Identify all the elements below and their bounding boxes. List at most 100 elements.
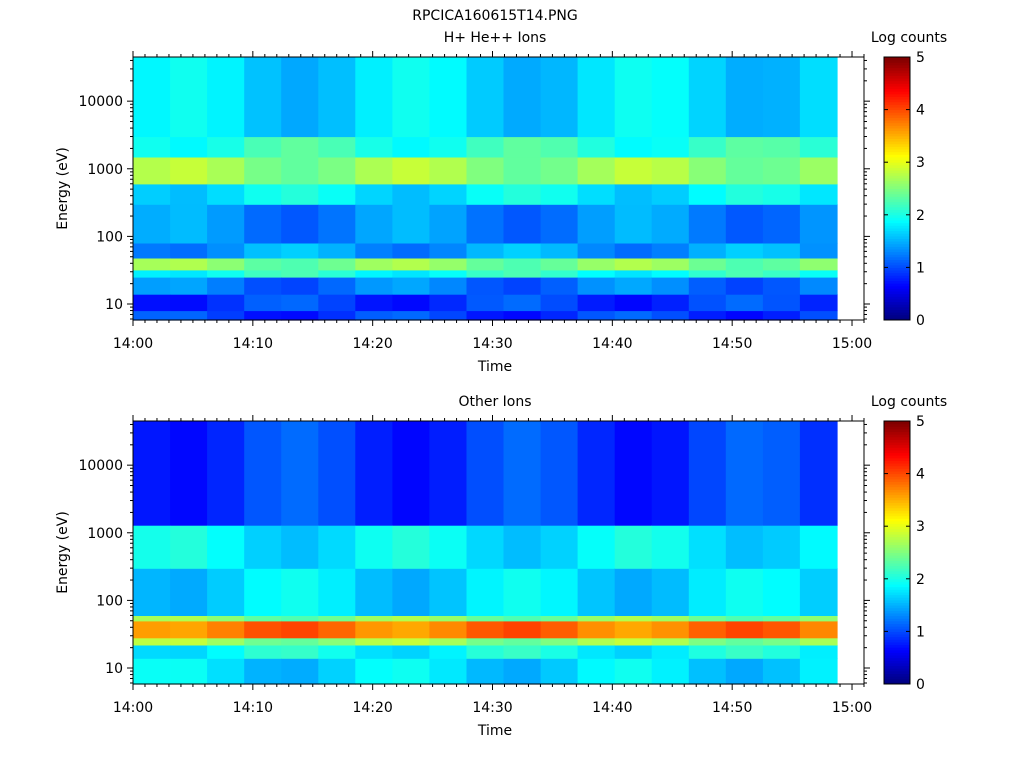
heatmap-cell [503, 615, 542, 622]
heatmap-cell [688, 242, 727, 259]
heatmap-cell [503, 421, 542, 526]
colorbar-swatch [884, 225, 910, 229]
y-axis-label: Energy (eV) [55, 511, 71, 594]
heatmap-cell [614, 310, 653, 321]
colorbar-swatch [884, 267, 910, 271]
colorbar-swatch [884, 649, 910, 653]
heatmap-cell [170, 637, 208, 646]
colorbar-swatch [884, 162, 910, 166]
heatmap-cell [540, 57, 579, 138]
heatmap-cell [799, 242, 838, 259]
heatmap-cell [577, 242, 616, 259]
colorbar-swatch [884, 426, 910, 430]
heatmap-cell [355, 615, 393, 622]
heatmap-cell [540, 421, 579, 526]
heatmap-cell [503, 294, 542, 312]
x-tick-label: 14:50 [712, 336, 752, 352]
heatmap-cell [392, 277, 431, 295]
colorbar-swatch [884, 91, 910, 95]
heatmap-cell [281, 277, 319, 295]
heatmap-cell [318, 204, 356, 244]
heatmap-cell [725, 421, 764, 526]
x-tick-label: 14:40 [592, 700, 632, 716]
x-tick-label: 14:20 [352, 336, 392, 352]
heatmap-cell [725, 156, 764, 185]
heatmap-cell [540, 294, 579, 312]
heatmap-cell [503, 277, 542, 295]
heatmap-cell [762, 136, 801, 158]
colorbar-swatch [884, 636, 910, 640]
colorbar: 0 1 2 3 4 5 Log counts [871, 30, 947, 329]
colorbar-swatch [884, 478, 910, 482]
colorbar-swatch [884, 463, 910, 467]
colorbar-swatch [884, 476, 910, 480]
heatmap-cell [318, 136, 356, 158]
heatmap-cell [392, 568, 431, 616]
heatmap-cell [244, 620, 282, 639]
heatmap-cell [762, 568, 801, 616]
heatmap-cell [614, 57, 653, 138]
heatmap-cell [651, 615, 690, 622]
colorbar-swatch [884, 660, 910, 664]
heatmap-cell [244, 277, 282, 295]
heatmap-cell [133, 156, 171, 185]
heatmap-cell [355, 421, 393, 526]
heatmap-cell [651, 310, 690, 321]
heatmap-cell [281, 658, 319, 685]
colorbar-swatch [884, 568, 910, 572]
heatmap-cell [281, 615, 319, 622]
colorbar-swatch [884, 70, 910, 74]
heatmap-cell [725, 257, 764, 271]
colorbar-swatch [884, 101, 910, 105]
heatmap-cell [244, 204, 282, 244]
heatmap-cell [392, 156, 431, 185]
heatmap-cell [614, 183, 653, 205]
heatmap-cell [355, 156, 393, 185]
y-tick-label: 10 [105, 661, 123, 677]
colorbar-swatch [884, 233, 910, 237]
colorbar-tick-label: 5 [916, 414, 925, 430]
heatmap-cell [244, 568, 282, 616]
heatmap-cell [392, 525, 431, 569]
heatmap-cell [651, 204, 690, 244]
colorbar-swatch [884, 270, 910, 274]
heatmap-cell [762, 525, 801, 569]
heatmap-cell [207, 156, 245, 185]
heatmap-cell [133, 269, 171, 278]
colorbar-swatch [884, 531, 910, 535]
heatmap-cell [614, 269, 653, 278]
colorbar: 0 1 2 3 4 5 Log counts [871, 394, 947, 693]
heatmap-cell [577, 658, 616, 685]
heatmap-cell [355, 294, 393, 312]
colorbar-swatch [884, 641, 910, 646]
y-tick-label: 100 [96, 229, 123, 245]
heatmap-cell [392, 615, 431, 622]
heatmap-cell [762, 421, 801, 526]
colorbar-swatch [884, 523, 910, 527]
heatmap-cell [429, 269, 468, 278]
colorbar-swatch [884, 676, 910, 680]
colorbar-swatch [884, 612, 910, 617]
colorbar-swatch [884, 510, 910, 514]
heatmap-cell [799, 269, 838, 278]
colorbar-swatch [884, 185, 910, 189]
colorbar-swatch [884, 120, 910, 124]
heatmap-cell [281, 204, 319, 244]
heatmap-cell [577, 57, 616, 138]
heatmap-cell [207, 277, 245, 295]
heatmap-cell [725, 615, 764, 622]
heatmap-cell [170, 525, 208, 569]
heatmap-cell [133, 257, 171, 271]
heatmap-cell [207, 294, 245, 312]
heatmap-cell [429, 620, 468, 639]
heatmap-cell [133, 136, 171, 158]
colorbar-swatch [884, 507, 910, 511]
y-tick-label: 10 [105, 297, 123, 313]
colorbar-swatch [884, 122, 910, 126]
heatmap-cell [688, 269, 727, 278]
heatmap-cell [540, 257, 579, 271]
heatmap-cell [577, 156, 616, 185]
heatmap-cell [762, 183, 801, 205]
colorbar-swatch [884, 465, 910, 469]
colorbar-swatch [884, 668, 910, 672]
